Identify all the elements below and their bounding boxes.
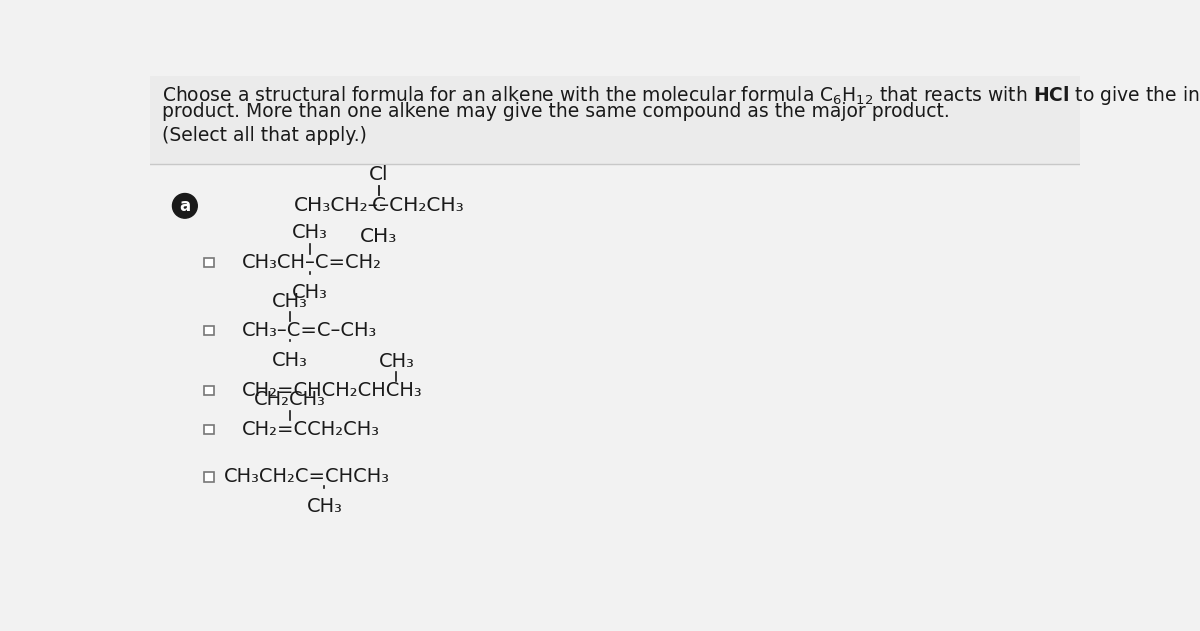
Text: CH₃: CH₃ (271, 351, 307, 370)
Text: CH₃CH₂C=CHCH₃: CH₃CH₂C=CHCH₃ (223, 468, 390, 487)
Bar (204, 258, 214, 268)
Text: a: a (179, 197, 191, 215)
Text: CH₂=CCH₂CH₃: CH₂=CCH₂CH₃ (241, 420, 379, 439)
Text: CH₃: CH₃ (292, 223, 328, 242)
Text: CH₃CH–C=CH₂: CH₃CH–C=CH₂ (241, 253, 382, 273)
Text: CH₃: CH₃ (378, 351, 414, 370)
Text: –CH₂CH₃: –CH₂CH₃ (379, 196, 463, 215)
Bar (204, 386, 214, 395)
Bar (204, 326, 214, 335)
Text: CH₃: CH₃ (360, 227, 397, 245)
Text: CH₂CH₃: CH₂CH₃ (253, 390, 325, 409)
Text: (Select all that apply.): (Select all that apply.) (162, 126, 366, 144)
Text: CH₂=CHCH₂CHCH₃: CH₂=CHCH₂CHCH₃ (241, 381, 422, 400)
Text: CH₃–C=C–CH₃: CH₃–C=C–CH₃ (241, 321, 377, 340)
Bar (150, 76, 1080, 164)
Bar (204, 472, 214, 481)
Text: CH₃: CH₃ (292, 283, 328, 302)
Text: CH₃: CH₃ (306, 497, 342, 516)
Text: CH₃: CH₃ (271, 292, 307, 310)
Text: product. More than one alkene may give the same compound as the major product.: product. More than one alkene may give t… (162, 102, 949, 121)
Text: Cl: Cl (368, 165, 389, 184)
Text: C: C (372, 196, 385, 215)
Text: CH₃CH₂–: CH₃CH₂– (294, 196, 379, 215)
Bar (204, 425, 214, 433)
Circle shape (173, 194, 197, 218)
Text: Choose a structural formula for an alkene with the molecular formula $\mathsf{C_: Choose a structural formula for an alken… (162, 84, 1200, 107)
Bar (150, 164, 1080, 562)
